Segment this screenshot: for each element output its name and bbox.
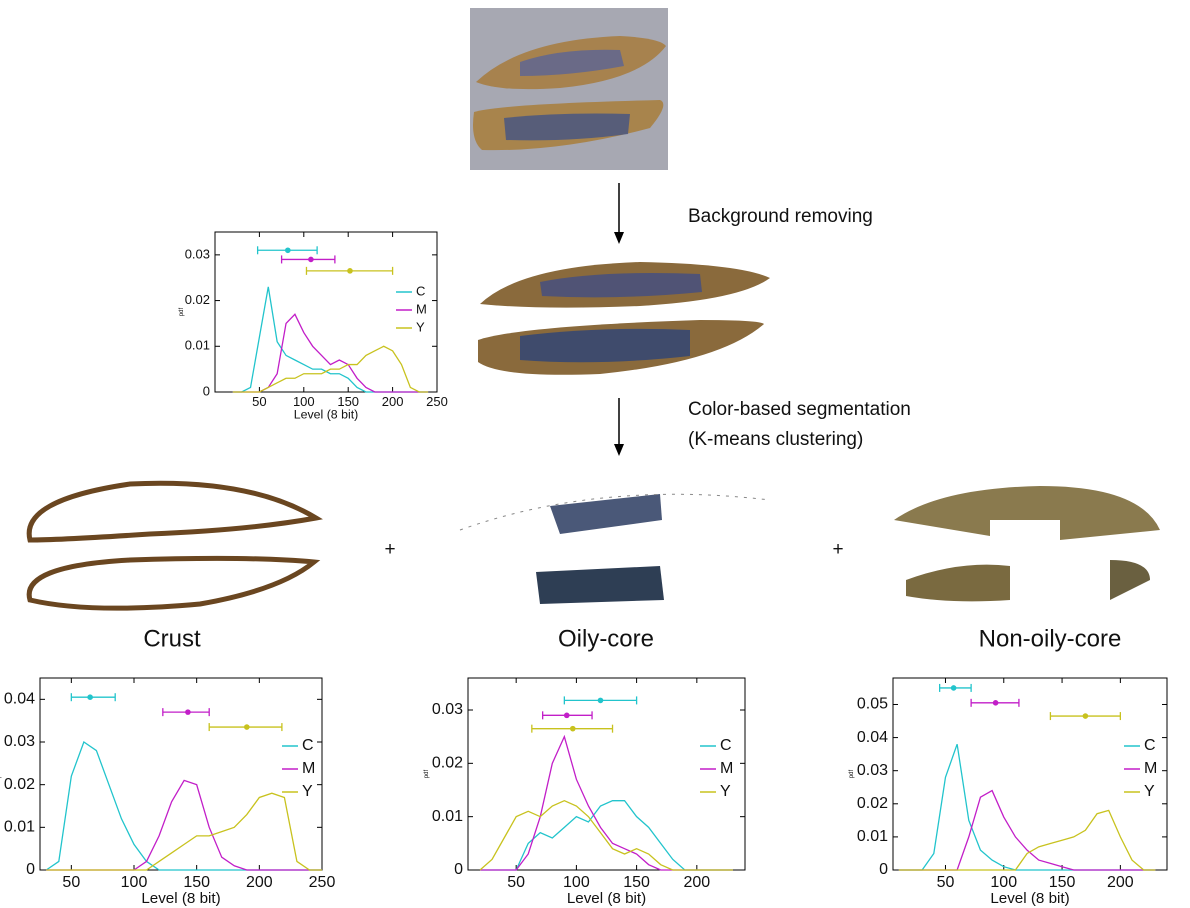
photo-oily-core bbox=[459, 493, 771, 604]
x-tick-label: 150 bbox=[337, 394, 359, 409]
plus-sign: + bbox=[832, 539, 843, 560]
error-mean bbox=[347, 268, 353, 274]
error-mean bbox=[563, 712, 570, 719]
x-tick-label: 200 bbox=[683, 874, 710, 891]
y-tick-label: 0.03 bbox=[857, 762, 888, 779]
legend-label: C bbox=[416, 283, 425, 298]
legend-label: C bbox=[720, 737, 732, 754]
error-mean bbox=[87, 694, 93, 700]
photo-crust bbox=[26, 480, 323, 611]
series-line bbox=[46, 792, 322, 871]
step-label: Color-based segmentation bbox=[688, 399, 911, 420]
panel-title: Crust bbox=[143, 625, 201, 652]
x-axis-label: Level (8 bit) bbox=[567, 890, 646, 907]
y-axis-label: pdf bbox=[0, 769, 2, 778]
step-label: (K-means clustering) bbox=[688, 429, 863, 450]
error-mean bbox=[185, 709, 191, 715]
legend-label: C bbox=[1144, 737, 1156, 754]
photo-background-removed bbox=[478, 262, 770, 375]
y-tick-label: 0 bbox=[879, 861, 888, 878]
legend-label: M bbox=[302, 760, 315, 777]
error-mean bbox=[285, 247, 291, 254]
photo-original bbox=[470, 8, 668, 170]
x-axis-label: Level (8 bit) bbox=[990, 890, 1069, 907]
y-tick-label: 0 bbox=[454, 861, 463, 878]
x-tick-label: 100 bbox=[121, 874, 148, 891]
plot-frame bbox=[39, 677, 323, 871]
error-mean bbox=[1082, 713, 1089, 719]
x-tick-label: 50 bbox=[507, 874, 525, 891]
y-tick-label: 0.04 bbox=[857, 729, 888, 746]
photo-non-oily-core bbox=[894, 486, 1160, 602]
panel-title: Oily-core bbox=[558, 625, 654, 652]
x-tick-label: 150 bbox=[1049, 874, 1076, 891]
series-line bbox=[898, 743, 1156, 871]
error-mean bbox=[308, 256, 314, 263]
series-line bbox=[45, 740, 322, 871]
x-tick-label: 200 bbox=[246, 874, 273, 891]
y-tick-label: 0.01 bbox=[432, 808, 463, 825]
y-tick-label: 0.03 bbox=[4, 733, 35, 750]
series-line bbox=[232, 313, 429, 393]
y-tick-label: 0 bbox=[203, 383, 210, 398]
x-tick-label: 150 bbox=[183, 874, 210, 891]
y-tick-label: 0.01 bbox=[185, 338, 210, 353]
legend-label: Y bbox=[1144, 783, 1155, 800]
y-axis-label: pdf bbox=[849, 769, 855, 778]
error-mean bbox=[597, 697, 604, 704]
y-tick-label: 0.04 bbox=[4, 691, 35, 708]
plot-frame bbox=[892, 677, 1168, 871]
x-tick-label: 100 bbox=[990, 874, 1017, 891]
y-tick-label: 0.01 bbox=[4, 819, 35, 836]
arrows bbox=[614, 183, 624, 456]
y-tick-label: 0.05 bbox=[857, 696, 888, 713]
legend-label: M bbox=[720, 760, 733, 777]
series-line bbox=[232, 345, 429, 393]
y-axis-label: pdf bbox=[179, 307, 185, 316]
y-tick-label: 0.02 bbox=[857, 795, 888, 812]
error-mean bbox=[244, 724, 250, 730]
legend-label: M bbox=[1144, 760, 1157, 777]
error-mean bbox=[992, 700, 999, 706]
y-tick-label: 0.02 bbox=[185, 292, 210, 307]
legend-label: C bbox=[302, 737, 314, 754]
plot-frame bbox=[214, 231, 438, 393]
series-line bbox=[898, 809, 1156, 871]
plus-sign: + bbox=[384, 539, 395, 560]
x-tick-label: 250 bbox=[426, 394, 448, 409]
legend-label: Y bbox=[416, 319, 425, 334]
x-axis-label: Level (8 bit) bbox=[294, 408, 359, 422]
y-tick-label: 0.01 bbox=[857, 828, 888, 845]
plot-frame bbox=[467, 677, 746, 871]
legend-label: Y bbox=[302, 783, 313, 800]
series-line bbox=[479, 799, 733, 871]
x-tick-label: 200 bbox=[382, 394, 404, 409]
legend-label: M bbox=[416, 301, 427, 316]
error-mean bbox=[950, 685, 957, 691]
panel-title: Non-oily-core bbox=[979, 625, 1122, 652]
y-tick-label: 0.03 bbox=[432, 701, 463, 718]
error-mean bbox=[569, 725, 576, 732]
y-tick-label: 0.03 bbox=[185, 246, 210, 261]
x-tick-label: 50 bbox=[62, 874, 80, 891]
x-tick-label: 150 bbox=[623, 874, 650, 891]
x-axis-label: Level (8 bit) bbox=[141, 890, 220, 907]
y-tick-label: 0.02 bbox=[4, 776, 35, 793]
legend-label: Y bbox=[720, 783, 731, 800]
x-tick-label: 50 bbox=[937, 874, 955, 891]
y-tick-label: 0.02 bbox=[432, 755, 463, 772]
y-axis-label: pdf bbox=[424, 769, 430, 778]
y-tick-label: 0 bbox=[26, 861, 35, 878]
x-tick-label: 100 bbox=[293, 394, 315, 409]
series-line bbox=[46, 779, 322, 871]
x-tick-label: 50 bbox=[252, 394, 266, 409]
x-tick-label: 250 bbox=[309, 874, 336, 891]
x-tick-label: 100 bbox=[563, 874, 590, 891]
series-line bbox=[232, 286, 429, 393]
x-tick-label: 200 bbox=[1107, 874, 1134, 891]
step-label: Background removing bbox=[688, 206, 873, 227]
